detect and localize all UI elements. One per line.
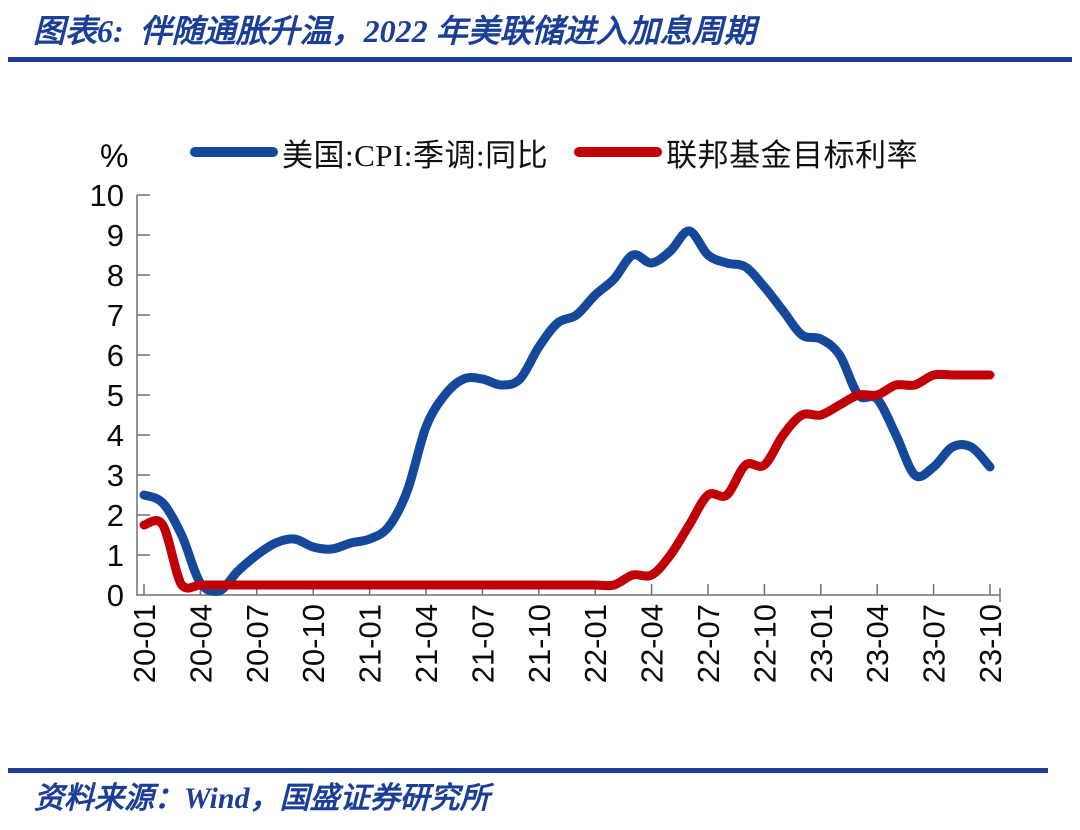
- x-tick-label: 20-10: [296, 604, 331, 683]
- y-axis-unit-label: %: [100, 138, 129, 174]
- y-tick-label: 4: [107, 418, 124, 453]
- x-tick-label: 22-10: [747, 604, 782, 683]
- y-tick-label: 0: [107, 578, 124, 613]
- x-tick-label: 20-04: [183, 604, 218, 683]
- x-tick-label: 23-04: [860, 604, 895, 683]
- x-tick-label: 23-07: [917, 604, 952, 683]
- y-tick-label: 1: [107, 538, 124, 573]
- source-note: 资料来源：Wind，国盛证券研究所: [34, 782, 490, 815]
- cpi-line-swatch-icon: [190, 147, 278, 157]
- x-tick-label: 21-10: [522, 604, 557, 683]
- y-tick-label: 5: [107, 378, 124, 413]
- x-tick-label: 21-04: [409, 604, 444, 683]
- y-tick-label: 2: [107, 498, 124, 533]
- y-tick-label: 8: [107, 258, 124, 293]
- x-tick-label: 21-07: [465, 604, 500, 683]
- x-tick-label: 20-01: [127, 604, 162, 683]
- x-tick-label: 22-07: [691, 604, 726, 683]
- y-tick-label: 6: [107, 338, 124, 373]
- x-tick-label: 23-01: [804, 604, 839, 683]
- y-tick-label: 9: [107, 218, 124, 253]
- x-tick-label: 22-04: [635, 604, 670, 683]
- legend-item-cpi: 美国:CPI:季调:同比: [190, 133, 548, 173]
- rate-legend-label: 联邦基金目标利率: [666, 137, 919, 173]
- y-tick-label: 7: [107, 298, 124, 333]
- chart-legend: 美国:CPI:季调:同比 联邦基金目标利率: [190, 133, 918, 173]
- y-tick-label: 3: [107, 458, 124, 493]
- y-tick-label: 10: [90, 178, 124, 213]
- x-tick-label: 22-01: [578, 604, 613, 683]
- figure-title: 图表6: 伴随通胀升温，2022 年美联储进入加息周期: [33, 11, 756, 51]
- x-tick-label: 21-01: [353, 604, 388, 683]
- axis-lines: [136, 195, 1000, 596]
- x-tick-label: 20-07: [240, 604, 275, 683]
- cpi-legend-label: 美国:CPI:季调:同比: [282, 137, 549, 173]
- top-divider: [8, 57, 1072, 62]
- x-tick-label: 23-10: [973, 604, 1008, 683]
- figure-title-text: 伴随通胀升温，2022 年美联储进入加息周期: [139, 13, 756, 49]
- rate-line: [139, 369, 995, 593]
- cpi-line: [139, 226, 995, 596]
- figure-number: 图表6:: [33, 13, 124, 49]
- legend-item-rate: 联邦基金目标利率: [574, 133, 918, 173]
- bottom-divider: [8, 768, 1048, 773]
- rate-line-swatch-icon: [574, 147, 663, 157]
